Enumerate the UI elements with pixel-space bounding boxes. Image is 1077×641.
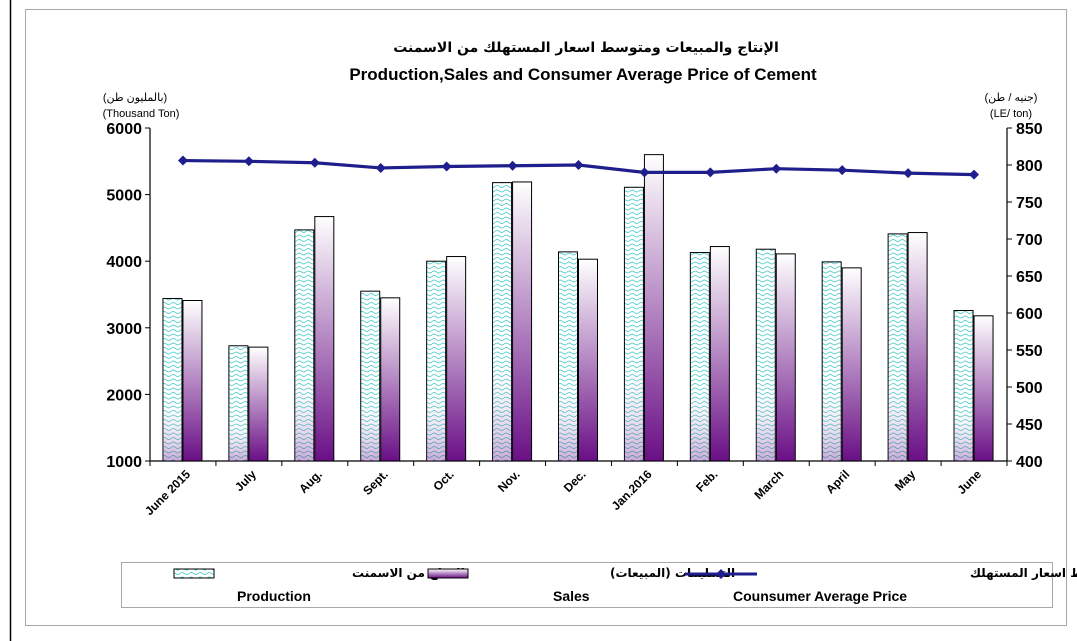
legend-price-marker: [716, 569, 726, 579]
left-axis-tick-label: 4000: [106, 254, 142, 271]
chart-subtitle: Production,Sales and Consumer Average Pr…: [349, 65, 817, 84]
sales-bar: [643, 154, 664, 462]
production-bar-shade: [162, 298, 182, 461]
sales-bar: [973, 315, 994, 462]
price-point: [705, 167, 716, 178]
right-axis-tick-label: 650: [1016, 269, 1043, 286]
sales-bar: [380, 297, 401, 462]
legend-production-label-en: Production: [237, 588, 311, 604]
sales-bar: [446, 256, 467, 462]
right-axis-tick-label: 600: [1016, 306, 1043, 323]
left-axis-label-ar: (بالمليون طن): [103, 92, 167, 104]
left-axis-label-en: (Thousand Ton): [103, 108, 180, 120]
price-line-group: [177, 155, 980, 180]
right-axis-tick-label: 800: [1016, 158, 1043, 175]
right-axis-tick-label: 700: [1016, 232, 1043, 249]
sales-bar: [709, 246, 730, 462]
left-axis-tick-label: 6000: [106, 121, 142, 138]
legend-box: [121, 562, 1053, 608]
price-point: [177, 155, 188, 166]
price-point: [243, 156, 254, 167]
sales-bar: [182, 299, 203, 462]
right-axis-tick-label: 450: [1016, 417, 1043, 434]
production-bar-shade: [294, 229, 314, 461]
legend-price-label-en: Counsumer Average Price: [733, 588, 907, 604]
production-bar-shade: [954, 310, 974, 461]
legend-production-swatch: [173, 568, 215, 579]
sales-bar: [775, 253, 796, 462]
sales-bar: [841, 267, 862, 462]
price-point: [375, 162, 386, 173]
production-bar-shade: [492, 182, 512, 461]
right-axis-tick-label: 500: [1016, 380, 1043, 397]
left-axis-tick-label: 5000: [106, 188, 142, 205]
legend-sales-swatch: [427, 568, 469, 579]
price-point: [771, 163, 782, 174]
sales-bar: [578, 258, 598, 462]
sales-bar: [248, 346, 269, 462]
legend-sales-label-ar: التسليمات (المبيعات): [610, 566, 735, 580]
right-axis-tick-label: 550: [1016, 343, 1043, 360]
price-point: [639, 167, 650, 178]
right-axis-label-ar: (جنيه / طن): [985, 92, 1038, 104]
sales-bar: [512, 181, 533, 462]
price-point: [441, 161, 452, 172]
bars-group: [162, 154, 994, 462]
production-bar-shade: [888, 233, 908, 461]
price-point: [309, 157, 320, 168]
left-axis-tick-label: 3000: [106, 321, 142, 338]
production-bar-shade: [426, 261, 446, 461]
production-bar-shade: [228, 345, 248, 461]
legend: الانتاج من الاسمنت Production التسليمات …: [121, 562, 1077, 608]
production-bar-shade: [360, 291, 380, 461]
axes: 1000 2000 3000 4000 5000 6000 400 450 500 550 600 6…: [106, 121, 1042, 471]
right-axis-tick-label: 750: [1016, 195, 1043, 212]
left-axis-tick-label: 1000: [106, 454, 142, 471]
right-axis-tick-label: 400: [1016, 454, 1043, 471]
right-axis-label-en: (LE/ ton): [990, 108, 1032, 120]
legend-sales-label-en: Sales: [553, 588, 590, 604]
production-bar-shade: [624, 187, 644, 462]
production-bar-shade: [756, 249, 776, 461]
price-point: [573, 160, 584, 170]
price-point: [837, 165, 848, 176]
legend-price-label-ar: متوسط اسعار المستهلك: [970, 566, 1077, 581]
sales-bar: [907, 232, 928, 462]
production-bar-shade: [822, 261, 842, 461]
production-bar-shade: [690, 252, 710, 461]
chart-title: الإنتاج والمبيعات ومتوسط اسعار المستهلك …: [393, 40, 779, 56]
sales-bar: [314, 216, 335, 462]
right-axis-tick-label: 850: [1016, 121, 1043, 138]
price-point: [507, 160, 518, 171]
left-axis-tick-label: 2000: [106, 387, 142, 404]
price-point: [903, 168, 914, 179]
price-point: [969, 169, 980, 180]
production-bar-shade: [558, 251, 578, 461]
